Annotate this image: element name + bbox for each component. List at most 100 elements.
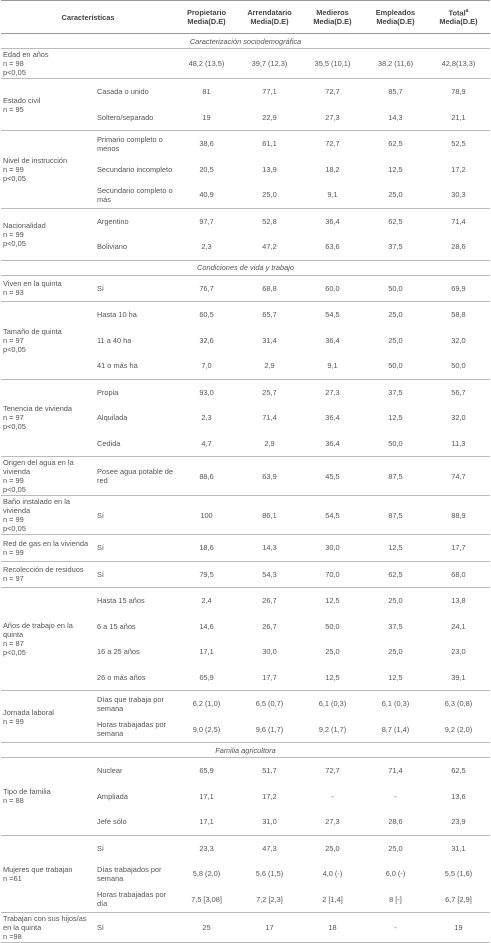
- cell: 36,4: [300, 430, 364, 457]
- cell: 6,1 (0,3): [318, 699, 347, 709]
- cell: 50,0: [426, 353, 490, 380]
- cell: 25,0: [388, 310, 403, 320]
- data-row: Nacionalidad n = 99 p<0,05 Argentino 97,7 52,…: [1, 208, 490, 261]
- cell: 30,0: [262, 647, 277, 657]
- data-row: 6 a 15 años 14,6 26,7 50,0 37,5 24,1: [1, 614, 490, 640]
- group-label-line: n = 98: [3, 59, 24, 68]
- cell: 52,5: [451, 139, 466, 149]
- data-row: Boliviano 2,3 47,2 63,6 37,5 28,6: [1, 234, 490, 261]
- cell: 23,9: [426, 809, 490, 836]
- cell: 14,3: [363, 104, 427, 131]
- row-label: 41 o más ha: [95, 353, 176, 380]
- data-row: Soltero/separado 19 22,9 27,3 14,3 21,1: [1, 104, 490, 131]
- group-label: Edad en años n = 98 p<0,05: [1, 48, 95, 79]
- cell: 28,6: [426, 234, 490, 261]
- group-label-line: n = 99: [3, 515, 24, 524]
- section-title: Caracterización sociodemográfica: [1, 33, 490, 49]
- cell: -: [363, 912, 427, 943]
- group-label-line: Estado civil: [3, 95, 41, 105]
- section-title: Condiciones de vida y trabajo: [1, 260, 490, 276]
- cell: 25,0: [388, 596, 403, 606]
- cell: 7,5 [3,08]: [175, 886, 238, 913]
- cell: 28,6: [363, 809, 427, 836]
- cell: 35,5 (10,1): [300, 48, 364, 79]
- group-label-line: n =98: [3, 932, 22, 941]
- group-label-line: Recolección de residuos: [3, 565, 84, 575]
- cell: 6,7 [2,9]: [426, 886, 490, 913]
- cell: 12,5: [388, 413, 403, 423]
- cell: 23,3: [199, 843, 214, 853]
- section-row: Familia agricultora: [1, 742, 490, 758]
- data-row: 11 a 40 ha 32,6 31,4 36,4 25,0 32,0: [1, 328, 490, 354]
- cell: 97,7: [199, 216, 214, 226]
- cell: 14,6: [199, 621, 214, 631]
- cell: 13,6: [451, 791, 466, 801]
- cell: 62,5: [388, 139, 403, 149]
- row-label: [95, 48, 176, 79]
- column-header: Propietario Media(D.E): [175, 0, 238, 34]
- cell: 72,7: [325, 766, 340, 776]
- group-label: Nacionalidad n = 99 p<0,05: [1, 208, 95, 261]
- cell: 87,5: [363, 495, 427, 535]
- section-title: Familia agricultora: [1, 742, 490, 758]
- group-label-line: Tamaño de quinta: [3, 326, 62, 336]
- cell: 25,0: [325, 843, 340, 853]
- cell: 37,5: [388, 621, 403, 631]
- cell: 26,7: [262, 621, 277, 631]
- cell: 25,0: [388, 647, 403, 657]
- cell: 5,8 (2,0): [192, 869, 221, 879]
- row-label: Propia: [97, 387, 119, 397]
- cell: 71,4: [388, 766, 403, 776]
- data-row: Secundario completo o más 40,9 25,0 9,1 25,0…: [1, 182, 490, 209]
- row-label: Jefe sólo: [95, 809, 176, 836]
- row-label: Primario completo o menos: [97, 134, 163, 153]
- cell: 8,7 (1,4): [363, 716, 427, 743]
- cell: 37,5: [388, 387, 403, 397]
- group-label-line: Nivel de instrucción: [3, 155, 68, 165]
- row-label: Sí: [97, 843, 104, 853]
- cell: 71,4: [451, 216, 466, 226]
- cell: 31,4: [262, 335, 277, 345]
- cell: 70,0: [300, 561, 364, 588]
- group-label-line: n = 87: [3, 639, 24, 648]
- cell: 50,0: [325, 621, 340, 631]
- data-row: 26 o más años 65,9 17,7 12,5 12,5 39,1: [1, 664, 490, 691]
- cell: 93,0: [199, 387, 214, 397]
- row-label: Sí: [95, 495, 176, 535]
- cell: 11,3: [426, 430, 490, 457]
- cell: 2,3: [201, 413, 212, 423]
- cell: 54,5: [325, 310, 340, 320]
- group-label: Recolección de residuos n = 97: [1, 561, 95, 588]
- data-row: Baño instalado en la vivienda n = 99 p<0,0…: [1, 495, 490, 535]
- cell: 88,9: [426, 495, 490, 535]
- group-label-line: n = 99: [3, 547, 24, 557]
- group-label-line: Trabajan con sus hijos/as en la quinta: [3, 914, 87, 932]
- cell: 25,0: [363, 182, 427, 209]
- cell: 2 [1,4]: [300, 886, 364, 913]
- cell: 17,2: [262, 791, 277, 801]
- header-row: Características Propietario Media(D.E) Arr…: [1, 0, 490, 34]
- cell: 9,1: [300, 182, 364, 209]
- group-label-line: p<0,05: [3, 648, 26, 657]
- cell: 51,7: [262, 766, 277, 776]
- cell: 5,5 (1,6): [444, 869, 473, 879]
- group-label-line: p<0,05: [3, 344, 26, 354]
- data-row: Viven en la quinta n = 93 Sí 76,7 68,8 60,0 50…: [1, 275, 490, 302]
- cell: 17,1: [175, 809, 238, 836]
- data-row: Tenencia de vivienda n = 97 p<0,05 Propia 93…: [1, 379, 490, 457]
- group-label-line: Tipo de familia: [3, 787, 51, 797]
- data-row: Días trabajados por semana 5,8 (2,0) 5,6 (…: [1, 861, 490, 887]
- data-row: Edad en años n = 98 p<0,05 48,2 (13,5) 39,7 …: [1, 48, 490, 79]
- cell: 65,9: [175, 664, 238, 691]
- cell: 39,7 (12,3): [238, 48, 301, 79]
- cell: 6,0 (-): [385, 869, 406, 879]
- group-label: Nivel de instrucción n = 99 p<0,05: [1, 130, 95, 209]
- group-label-line: p<0,05: [3, 524, 26, 533]
- group-label-line: n =61: [3, 873, 22, 883]
- cell: 58,8: [451, 310, 466, 320]
- row-label: Argentino: [97, 216, 129, 226]
- group-label-line: n = 99: [3, 229, 24, 239]
- cell: 74,7: [426, 456, 490, 496]
- column-name: Arrendatario: [247, 8, 292, 17]
- cell: 85,7: [388, 87, 403, 97]
